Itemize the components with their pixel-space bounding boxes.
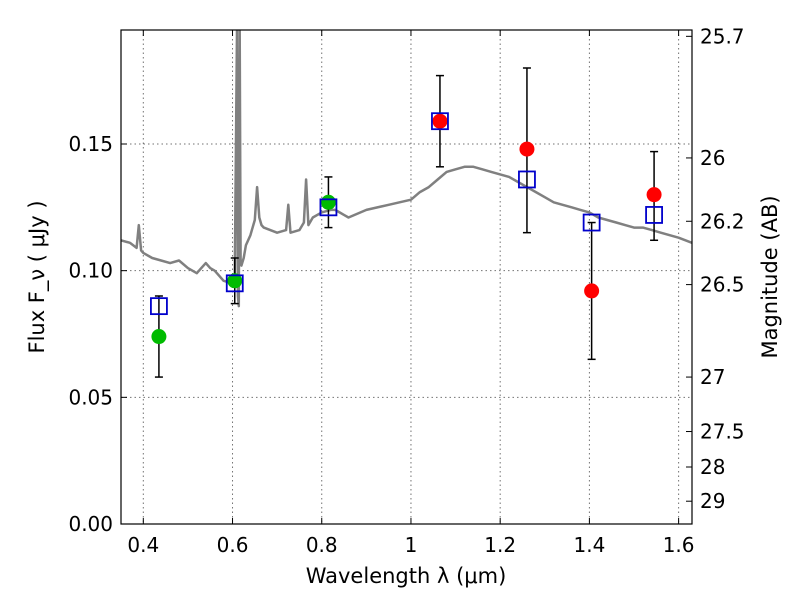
- y2-tick-label: 26: [700, 146, 725, 170]
- x-tick-label: 1.4: [573, 533, 605, 557]
- model-square: [431, 112, 449, 131]
- y-tick-label: 0.00: [68, 512, 113, 536]
- y-tick-label: 0.05: [68, 385, 113, 409]
- model-square: [319, 198, 338, 217]
- y2-tick-label: 26.5: [700, 273, 745, 297]
- photometry-point: [646, 187, 662, 203]
- x-axis-label: Wavelength λ (μm): [306, 564, 507, 588]
- photometry-point: [584, 283, 600, 299]
- y2-tick-label: 29: [700, 489, 725, 513]
- y2-axis-label: Magnitude (AB): [758, 195, 782, 358]
- model-square: [518, 170, 536, 189]
- y-axis-label: Flux F_ν ( μJy ): [25, 200, 50, 353]
- plot-frame: [120, 29, 693, 525]
- y2-tick-label: 25.7: [700, 24, 745, 48]
- axes: 0.4 0.6 0.8 1 1.2 1.4 1.6 0.00 0.05 0.10 0.15 25.7 2…: [68, 24, 744, 557]
- y2-tick-label: 26.2: [700, 209, 745, 233]
- grid-lines: [121, 30, 692, 524]
- x-tick-label: 0.6: [217, 533, 249, 557]
- x-tick-label: 0.4: [127, 533, 159, 557]
- photometry-point: [432, 113, 448, 129]
- x-tick-label: 1.2: [484, 533, 516, 557]
- model-square: [645, 206, 663, 224]
- y2-tick-label: 27: [700, 365, 725, 389]
- spectrum-line: [121, 30, 692, 308]
- x-tick-label: 0.8: [306, 533, 338, 557]
- model-square: [582, 213, 601, 232]
- photometry-point: [151, 329, 167, 345]
- photometry-point: [227, 273, 243, 289]
- x-tick-label: 1.6: [663, 533, 695, 557]
- model-square: [225, 274, 244, 293]
- model-square: [150, 297, 168, 316]
- plot-data: [121, 30, 692, 378]
- x-tick-label: 1: [405, 533, 418, 557]
- photometry-point: [320, 194, 336, 210]
- y2-tick-label: 27.5: [700, 420, 745, 444]
- y-tick-label: 0.15: [68, 132, 113, 156]
- y-tick-label: 0.10: [68, 259, 113, 283]
- photometry-point: [519, 141, 535, 157]
- y2-tick-label: 28: [700, 455, 725, 479]
